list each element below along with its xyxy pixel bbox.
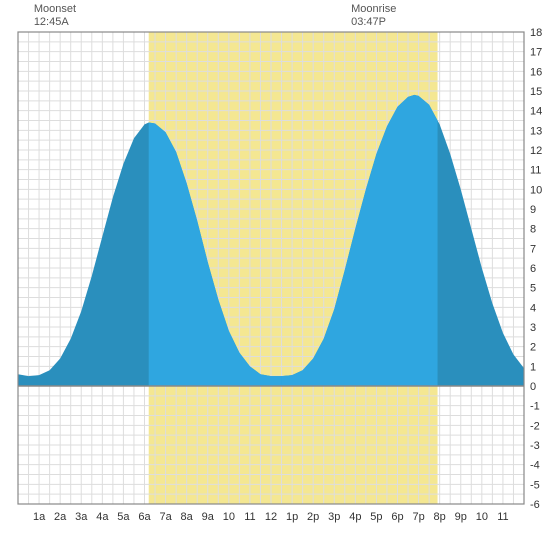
x-tick-label: 11 bbox=[244, 511, 255, 523]
x-tick-label: 2a bbox=[54, 511, 67, 523]
x-tick-label: 9a bbox=[202, 511, 215, 523]
moonset-title: Moonset bbox=[34, 3, 76, 15]
x-tick-label: 6p bbox=[391, 511, 403, 523]
y-tick-label: -6 bbox=[530, 499, 540, 511]
y-tick-label: -2 bbox=[530, 420, 540, 432]
moonrise-time: 03:47P bbox=[351, 16, 386, 28]
chart-svg: -6-5-4-3-2-10123456789101112131415161718… bbox=[0, 0, 550, 550]
x-tick-label: 2p bbox=[307, 511, 319, 523]
y-tick-label: 12 bbox=[530, 145, 542, 157]
y-tick-label: 2 bbox=[530, 342, 536, 354]
y-tick-label: 0 bbox=[530, 381, 536, 393]
y-tick-label: 4 bbox=[530, 302, 536, 314]
y-tick-label: 18 bbox=[530, 27, 542, 39]
x-tick-label: 8p bbox=[434, 511, 446, 523]
x-tick-label: 6a bbox=[138, 511, 151, 523]
y-tick-label: 14 bbox=[530, 106, 542, 118]
y-tick-label: -1 bbox=[530, 401, 540, 413]
y-tick-label: -4 bbox=[530, 460, 540, 472]
y-tick-label: 16 bbox=[530, 66, 542, 78]
x-tick-label: 1p bbox=[286, 511, 298, 523]
x-tick-label: 12 bbox=[265, 511, 277, 523]
x-tick-label: 8a bbox=[181, 511, 194, 523]
y-tick-label: 3 bbox=[530, 322, 536, 334]
x-tick-label: 3p bbox=[328, 511, 340, 523]
y-tick-label: 15 bbox=[530, 86, 542, 98]
x-tick-label: 5a bbox=[117, 511, 130, 523]
x-tick-label: 7p bbox=[412, 511, 424, 523]
y-tick-label: 6 bbox=[530, 263, 536, 275]
y-tick-label: -3 bbox=[530, 440, 540, 452]
x-tick-label: 7a bbox=[159, 511, 172, 523]
x-tick-label: 3a bbox=[75, 511, 88, 523]
y-tick-label: -5 bbox=[530, 479, 540, 491]
y-tick-label: 7 bbox=[530, 243, 536, 255]
x-tick-label: 11 bbox=[497, 511, 508, 523]
tide-chart: -6-5-4-3-2-10123456789101112131415161718… bbox=[0, 0, 550, 550]
y-tick-label: 9 bbox=[530, 204, 536, 216]
y-tick-label: 10 bbox=[530, 184, 542, 196]
y-tick-label: 5 bbox=[530, 283, 536, 295]
x-tick-label: 5p bbox=[370, 511, 382, 523]
moonrise-title: Moonrise bbox=[351, 3, 396, 15]
x-tick-label: 10 bbox=[223, 511, 235, 523]
y-tick-label: 11 bbox=[530, 165, 541, 177]
x-tick-label: 9p bbox=[455, 511, 467, 523]
y-tick-label: 1 bbox=[530, 361, 536, 373]
y-tick-label: 17 bbox=[530, 47, 542, 59]
y-tick-label: 8 bbox=[530, 224, 536, 236]
x-tick-label: 4a bbox=[96, 511, 109, 523]
moonset-time: 12:45A bbox=[34, 16, 70, 28]
x-tick-label: 4p bbox=[349, 511, 361, 523]
x-tick-label: 1a bbox=[33, 511, 46, 523]
y-tick-label: 13 bbox=[530, 125, 542, 137]
x-tick-label: 10 bbox=[476, 511, 488, 523]
